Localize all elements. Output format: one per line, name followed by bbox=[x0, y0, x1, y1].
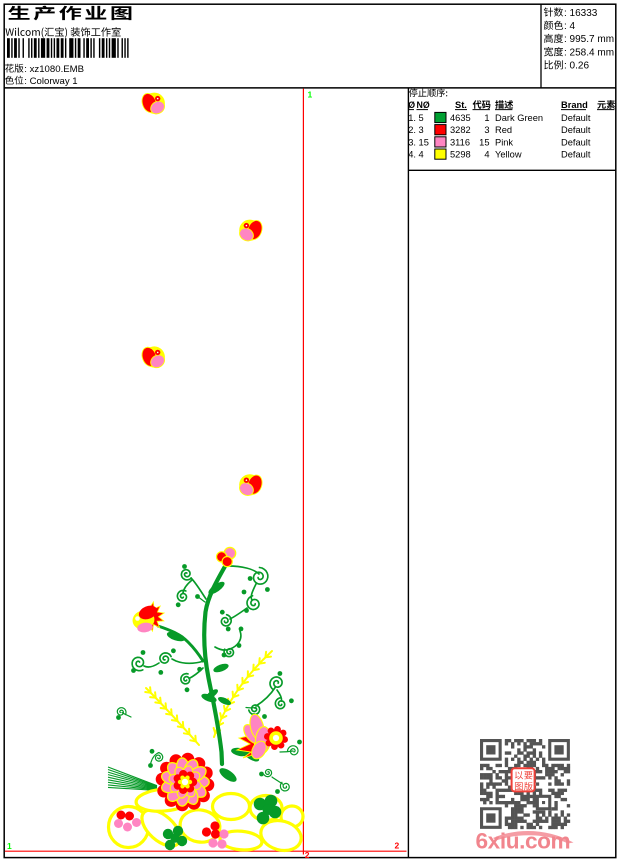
svg-text:Red: Red bbox=[495, 125, 512, 135]
svg-text:Default: Default bbox=[561, 113, 591, 123]
svg-text:: Colorway 1: : Colorway 1 bbox=[24, 76, 77, 87]
svg-text:1: 1 bbox=[308, 90, 313, 100]
svg-text:: xz1080.EMB: : xz1080.EMB bbox=[24, 64, 84, 75]
svg-text:3. 15: 3. 15 bbox=[408, 137, 429, 147]
svg-text:Yellow: Yellow bbox=[495, 150, 522, 160]
svg-text:: 258.4 mm: : 258.4 mm bbox=[564, 47, 614, 58]
svg-text:2: 2 bbox=[395, 841, 400, 851]
svg-text:4. 4: 4. 4 bbox=[408, 150, 424, 160]
svg-text:NØ: NØ bbox=[417, 100, 430, 110]
svg-text:Brand: Brand bbox=[561, 100, 588, 110]
svg-text:3282: 3282 bbox=[450, 125, 471, 135]
svg-text:: 4: : 4 bbox=[564, 21, 576, 32]
svg-text:Pink: Pink bbox=[495, 137, 513, 147]
svg-text:Default: Default bbox=[561, 125, 591, 135]
svg-text:4: 4 bbox=[484, 150, 489, 160]
svg-text:: 16333: : 16333 bbox=[564, 8, 598, 19]
svg-text:3: 3 bbox=[484, 125, 489, 135]
svg-text:4635: 4635 bbox=[450, 113, 471, 123]
svg-text:St.: St. bbox=[455, 100, 467, 110]
svg-text:2: 2 bbox=[305, 850, 310, 860]
svg-text:: 0.26: : 0.26 bbox=[564, 61, 589, 72]
svg-text:1: 1 bbox=[484, 113, 489, 123]
svg-text:Default: Default bbox=[561, 137, 591, 147]
svg-text:Ø: Ø bbox=[408, 100, 415, 110]
svg-text:6xiu.com: 6xiu.com bbox=[476, 829, 571, 854]
svg-text:Dark Green: Dark Green bbox=[495, 113, 543, 123]
svg-text:Default: Default bbox=[561, 150, 591, 160]
svg-text:1. 5: 1. 5 bbox=[408, 113, 424, 123]
svg-text:: 995.7 mm: : 995.7 mm bbox=[564, 34, 614, 45]
svg-text:3116: 3116 bbox=[450, 137, 470, 147]
svg-text:2. 3: 2. 3 bbox=[408, 125, 424, 135]
svg-text:1: 1 bbox=[7, 841, 12, 851]
svg-text:5298: 5298 bbox=[450, 150, 471, 160]
svg-text:15: 15 bbox=[479, 137, 489, 147]
